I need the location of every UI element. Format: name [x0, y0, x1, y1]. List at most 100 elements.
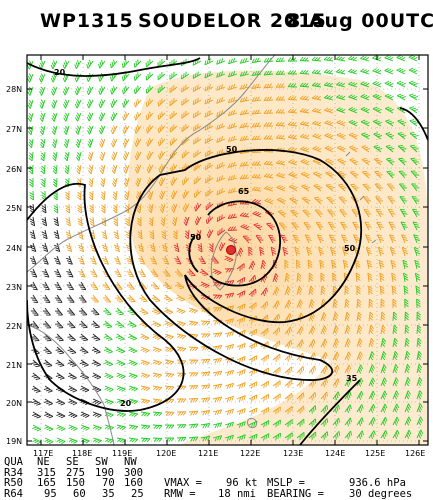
wind-barb	[145, 98, 154, 107]
wind-barb	[145, 111, 154, 121]
wind-barb	[63, 99, 70, 109]
wind-barb	[134, 164, 142, 174]
wind-barb	[31, 398, 41, 406]
wind-barb	[198, 255, 207, 265]
quadrant-header-sw: SW	[95, 456, 108, 468]
wind-barb	[324, 94, 334, 101]
contour-20-top	[27, 57, 201, 77]
wind-barb	[216, 58, 226, 65]
wind-barb	[54, 268, 62, 278]
wind-barb	[163, 281, 172, 290]
wind-barb	[104, 359, 114, 367]
wind-barb	[251, 109, 262, 115]
wind-barb	[272, 327, 281, 336]
lon-label: 119E	[112, 449, 133, 458]
wind-barb	[320, 325, 327, 335]
wind-barb	[116, 385, 126, 392]
wind-barb	[103, 320, 113, 329]
wind-barb	[275, 57, 286, 63]
wind-barb	[79, 333, 89, 342]
wind-barb	[159, 190, 166, 200]
lon-label: 124E	[325, 449, 346, 458]
wind-barb	[87, 125, 94, 135]
wind-barb	[65, 203, 71, 214]
wind-barb	[362, 170, 371, 179]
wind-barb	[263, 109, 274, 114]
wind-barb	[272, 393, 281, 402]
wind-barb	[367, 272, 373, 283]
wind-barb	[284, 392, 293, 401]
wind-barb	[373, 145, 383, 153]
wind-barb	[114, 281, 123, 290]
wind-barb	[80, 411, 90, 418]
wind-barb	[312, 146, 322, 153]
wind-barb	[278, 222, 287, 231]
wind-barb	[372, 68, 382, 75]
wind-barb	[100, 190, 106, 201]
wind-barb	[40, 151, 46, 162]
wind-barb	[63, 138, 70, 148]
wind-barb	[248, 394, 258, 402]
wind-barb	[303, 222, 312, 231]
wind-barb	[260, 354, 269, 363]
wind-barb	[332, 272, 337, 283]
wind-barb	[356, 338, 363, 348]
wind-barb	[140, 437, 151, 443]
contour-label-50-left: 50	[190, 233, 202, 242]
wind-barb	[77, 216, 83, 227]
wind-barb	[284, 272, 290, 283]
wind-barb	[30, 268, 38, 278]
wind-barb	[340, 234, 348, 244]
wind-barb	[301, 196, 311, 205]
wind-barb	[284, 286, 291, 296]
wind-barb	[263, 135, 274, 140]
lat-label: 20N	[6, 399, 23, 408]
wind-barb	[284, 259, 289, 270]
wind-barb	[236, 356, 246, 363]
wind-barb	[68, 424, 78, 431]
wind-barb	[320, 378, 328, 388]
wind-barb	[77, 190, 82, 201]
wind-barb	[67, 307, 76, 316]
wind-barb	[263, 70, 274, 76]
wind-barb	[332, 378, 340, 388]
wind-barb	[409, 132, 419, 140]
wind-barb	[348, 107, 358, 114]
wind-barb	[100, 177, 106, 188]
wind-barb	[341, 246, 349, 257]
wind-barb	[287, 70, 298, 75]
wind-barb	[80, 424, 90, 431]
lon-label: 121E	[198, 449, 219, 458]
wind-barb	[54, 255, 61, 265]
wind-barb	[128, 437, 139, 443]
wind-barb	[275, 83, 286, 88]
wind-barb	[404, 324, 410, 335]
wind-barb	[387, 196, 396, 205]
wind-barb	[248, 260, 256, 270]
storm-center-marker	[226, 245, 236, 255]
wind-barb	[209, 242, 214, 253]
wind-barb	[110, 59, 118, 69]
wind-barb	[324, 158, 334, 166]
wind-barb	[264, 198, 274, 205]
wind-barb	[290, 209, 299, 218]
wind-barb	[50, 73, 58, 83]
wind-barb	[380, 403, 388, 413]
wind-barb	[145, 59, 154, 68]
wind-barb	[296, 365, 305, 375]
contour-label-35: 35	[346, 374, 358, 383]
wind-barb	[224, 382, 234, 390]
wind-barb	[157, 98, 166, 107]
wind-barb	[342, 259, 349, 270]
wind-barb	[411, 183, 420, 192]
wind-barb	[311, 69, 322, 75]
wind-barb	[135, 177, 142, 187]
wind-barb	[336, 107, 346, 114]
wind-barb	[242, 235, 251, 244]
wind-barb	[259, 246, 265, 257]
wind-barb	[170, 190, 178, 200]
wind-barb	[27, 112, 34, 122]
wind-barb	[396, 67, 406, 75]
quadrant-header-ne: NE	[37, 456, 50, 468]
wind-barb	[151, 281, 160, 290]
